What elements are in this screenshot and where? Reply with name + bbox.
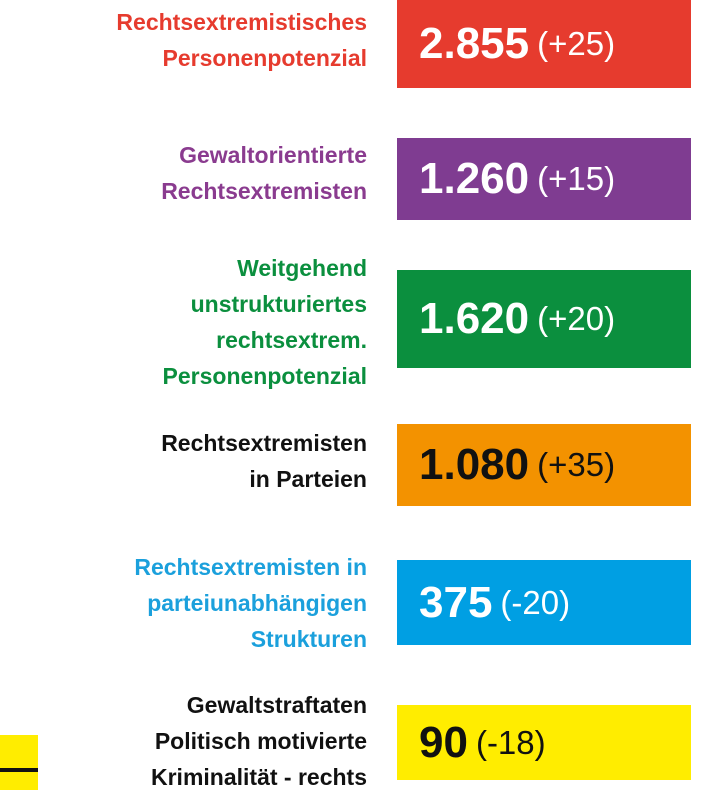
label-line: in Parteien bbox=[249, 466, 367, 492]
change: (+15) bbox=[537, 160, 616, 197]
label-line: Rechtsextremisten bbox=[161, 430, 367, 456]
label-line: Kriminalität - rechts bbox=[151, 764, 367, 790]
label-line: Strukturen bbox=[250, 626, 367, 652]
row-label: Rechtsextremisten in Parteien bbox=[161, 425, 367, 497]
value: 1.260 bbox=[419, 154, 530, 203]
label-line: rechtsextrem. bbox=[216, 327, 367, 353]
row-label: Gewaltstraftaten Politisch motivierte Krim… bbox=[151, 687, 367, 790]
label-line: unstrukturiertes bbox=[190, 291, 367, 317]
label-line: parteiunabhängigen bbox=[147, 590, 367, 616]
label-line: Weitgehend bbox=[237, 255, 367, 281]
row-label: Gewaltorientierte Rechtsextremisten bbox=[161, 137, 367, 209]
value: 1.620 bbox=[419, 294, 530, 343]
change: (+20) bbox=[537, 300, 616, 337]
value-box: 375 (-20) bbox=[397, 560, 691, 645]
label-line: Gewaltorientierte bbox=[179, 142, 367, 168]
change: (-18) bbox=[475, 723, 546, 761]
label-line: Politisch motivierte bbox=[154, 728, 367, 754]
label-line: Rechtsextremisten in bbox=[134, 554, 367, 580]
label-line: Gewaltstraftaten bbox=[186, 692, 367, 718]
row-label: Rechtsextremistisches Personenpotenzial bbox=[116, 4, 367, 76]
change: (+25) bbox=[537, 25, 616, 62]
label-line: Rechtsextremistisches bbox=[116, 9, 367, 35]
label-line: Personenpotenzial bbox=[162, 363, 367, 389]
value-box: 1.080 (+35) bbox=[397, 424, 691, 506]
change: (-20) bbox=[500, 583, 571, 621]
corner-fragment bbox=[0, 735, 38, 790]
row-label: Weitgehend unstrukturiertes rechtsextrem. P… bbox=[163, 250, 367, 394]
label-line: Personenpotenzial bbox=[162, 45, 367, 71]
value: 375 bbox=[419, 577, 493, 627]
value: 90 bbox=[419, 717, 468, 767]
label-line: Rechtsextremisten bbox=[161, 178, 367, 204]
value-box: 1.620 (+20) bbox=[397, 270, 691, 368]
value-box: 2.855 (+25) bbox=[397, 0, 691, 88]
value: 1.080 bbox=[419, 440, 530, 489]
corner-line bbox=[0, 768, 38, 772]
value: 2.855 bbox=[419, 19, 530, 68]
value-box: 1.260 (+15) bbox=[397, 138, 691, 220]
value-box: 90 (-18) bbox=[397, 705, 691, 780]
change: (+35) bbox=[537, 446, 616, 483]
row-label: Rechtsextremisten in parteiunabhängigen St… bbox=[134, 549, 367, 657]
